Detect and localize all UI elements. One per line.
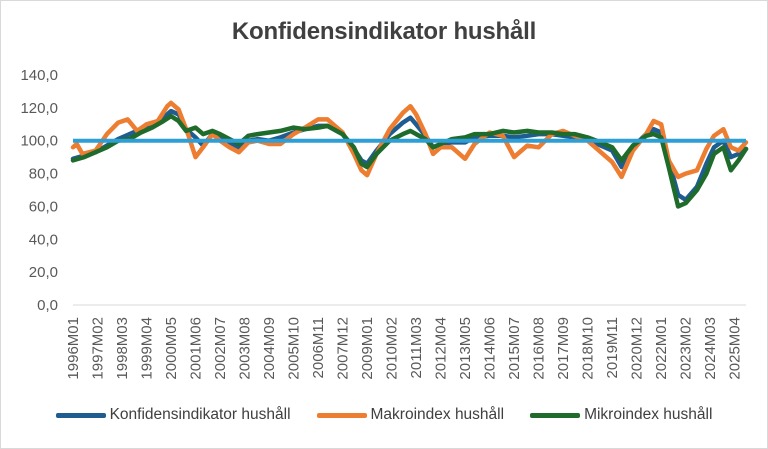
series-line-mikroindex bbox=[70, 113, 749, 209]
x-tick-label: 2002M07 bbox=[212, 317, 229, 380]
x-tick-label: 2005M10 bbox=[286, 317, 303, 380]
x-tick-label: 1998M03 bbox=[114, 317, 131, 380]
x-tick-label: 2004M09 bbox=[261, 317, 278, 380]
x-tick-label: 2012M04 bbox=[433, 317, 450, 380]
x-tick-label: 2003M08 bbox=[237, 317, 254, 380]
y-tick-label: 100,0 bbox=[20, 133, 58, 150]
y-tick-label: 20,0 bbox=[29, 264, 58, 281]
x-tick-label: 2016M08 bbox=[531, 317, 548, 380]
chart-title: Konfidensindikator hushåll bbox=[231, 18, 537, 45]
x-tick-label: 2011M03 bbox=[408, 317, 425, 378]
legend-label-konfidensindikator: Konfidensindikator hushåll bbox=[109, 406, 291, 423]
y-tick-label: 40,0 bbox=[29, 231, 58, 248]
legend-swatch-mikroindex bbox=[530, 412, 581, 418]
x-tick-label: 2009M01 bbox=[359, 317, 376, 380]
x-tick-label: 1997M02 bbox=[90, 317, 107, 380]
x-tick-label: 2013M05 bbox=[457, 317, 474, 380]
x-tick-label: 2018M10 bbox=[580, 317, 597, 380]
legend-label-makroindex: Makroindex hushåll bbox=[370, 406, 505, 423]
x-tick-label: 2024M03 bbox=[702, 317, 719, 380]
x-tick-label: 2010M02 bbox=[384, 317, 401, 380]
x-tick-label: 2020M12 bbox=[629, 317, 646, 380]
y-tick-label: 0,0 bbox=[37, 297, 58, 314]
x-tick-label: 2017M09 bbox=[555, 317, 572, 380]
x-axis: 1996M01 1997M02 1998M03 1999M04 2000M05 2001M… bbox=[65, 304, 746, 380]
legend-item-konfidensindikator: Konfidensindikator hushåll bbox=[55, 406, 291, 424]
x-tick-label: 2006M11 bbox=[310, 317, 327, 378]
x-tick-label: 2001M06 bbox=[188, 317, 205, 380]
x-tick-label: 2000M05 bbox=[163, 317, 180, 380]
legend-swatch-konfidensindikator bbox=[55, 412, 106, 418]
y-tick-label: 60,0 bbox=[29, 198, 58, 215]
legend: Konfidensindikator hushåll Makroindex hu… bbox=[0, 406, 768, 424]
x-tick-label: 2019M11 bbox=[604, 317, 621, 378]
legend-label-mikroindex: Mikroindex hushåll bbox=[584, 406, 713, 423]
x-tick-label: 1999M04 bbox=[139, 317, 156, 380]
x-tick-label: 1996M01 bbox=[65, 317, 82, 380]
x-tick-label: 2025M04 bbox=[727, 317, 744, 380]
x-tick-label: 2007M12 bbox=[335, 317, 352, 380]
y-axis: 0,0 20,0 40,0 60,0 80,0 100,0 120,0 140,0 bbox=[20, 67, 58, 314]
series-line-konfidensindikator bbox=[70, 108, 749, 203]
x-tick-label: 2015M07 bbox=[506, 317, 523, 380]
series-layer bbox=[70, 100, 749, 209]
x-tick-label: 2014M06 bbox=[482, 317, 499, 380]
legend-item-mikroindex: Mikroindex hushåll bbox=[530, 406, 712, 424]
legend-swatch-makroindex bbox=[316, 412, 367, 418]
series-line-makroindex bbox=[70, 100, 749, 180]
y-tick-label: 140,0 bbox=[20, 67, 58, 84]
y-tick-label: 80,0 bbox=[29, 166, 58, 183]
legend-item-makroindex: Makroindex hushåll bbox=[316, 406, 505, 424]
x-tick-label: 2022M01 bbox=[653, 317, 670, 380]
x-tick-label: 2023M02 bbox=[678, 317, 695, 380]
y-tick-label: 120,0 bbox=[20, 100, 58, 117]
